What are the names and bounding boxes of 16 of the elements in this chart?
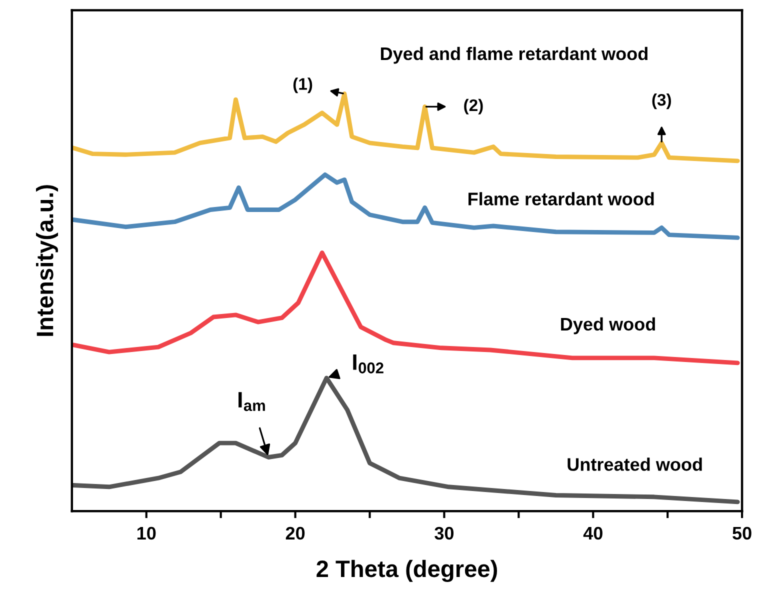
annotation: (2) (464, 98, 483, 114)
x-tick-label: 20 (286, 526, 305, 540)
annotation: I$_{002}$ (353, 354, 384, 374)
x-axis-title: 2 Theta (degree) (316, 560, 497, 582)
x-tick-label: 40 (583, 526, 602, 540)
series-label: Dyed wood (561, 317, 655, 334)
annotation: I$_{am}$ (238, 392, 265, 412)
annotation: (1) (293, 78, 312, 94)
text: Dyed and flame retardant wood (380, 46, 648, 64)
annotation: (3) (652, 94, 671, 110)
y-axis-title: Intensity(a.u.) (36, 185, 58, 336)
x-tick-label: 30 (434, 526, 454, 540)
series-label: Flame retardant wood (468, 192, 654, 206)
x-tick-label: 10 (137, 526, 156, 540)
x-tick-label: 50 (732, 526, 752, 540)
series-label: Untreated wood (568, 458, 702, 471)
